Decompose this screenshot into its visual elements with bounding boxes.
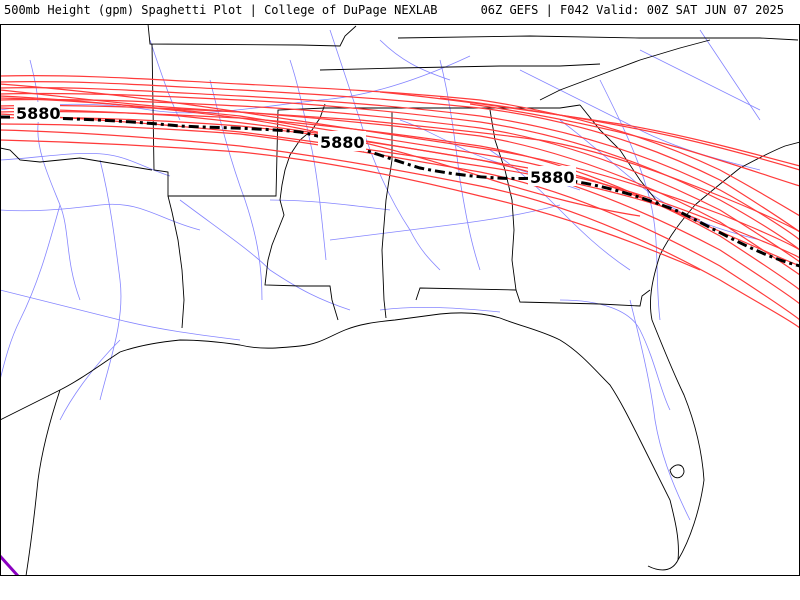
purple-contour-segment xyxy=(0,554,20,576)
contour-label: 5880 xyxy=(16,104,61,123)
spaghetti-map: 5880 5880 5880 xyxy=(0,24,800,576)
contour-labels: 5880 5880 5880 xyxy=(14,102,576,187)
contour-label: 5880 xyxy=(320,133,365,152)
ensemble-member-lines xyxy=(0,75,800,329)
state-borders xyxy=(0,24,800,576)
ensemble-mean-contour xyxy=(0,115,800,268)
model-valid-time: 06Z GEFS | F042 Valid: 00Z SAT JUN 07 20… xyxy=(480,3,784,17)
plot-title: 500mb Height (gpm) Spaghetti Plot | Coll… xyxy=(4,3,438,17)
contour-label: 5880 xyxy=(530,168,575,187)
bottom-margin xyxy=(0,576,800,600)
highway-network xyxy=(0,29,761,521)
